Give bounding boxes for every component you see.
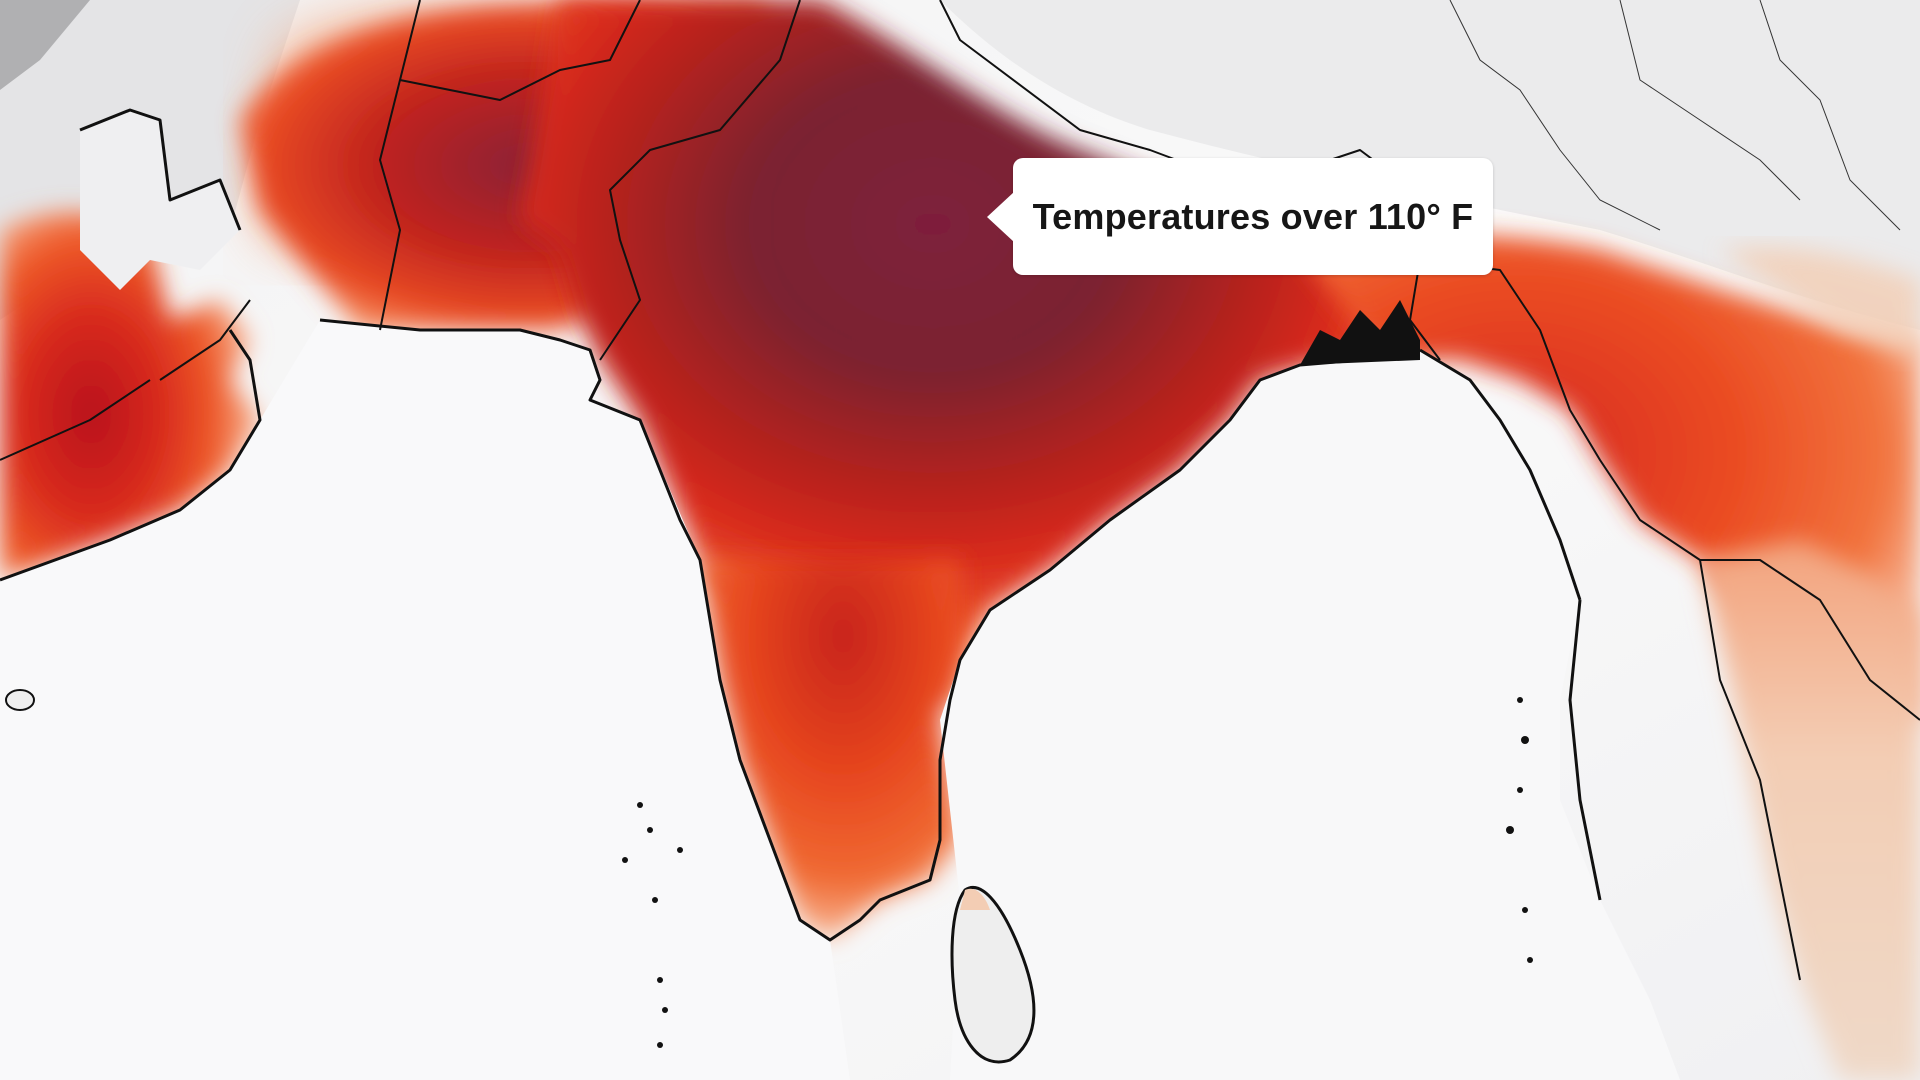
callout-label: Temperatures over 110° F <box>1032 195 1474 237</box>
borders <box>0 0 1920 981</box>
land-north <box>0 0 1920 330</box>
islands <box>622 697 1533 1048</box>
delta <box>1300 300 1420 365</box>
coastlines <box>0 108 1602 942</box>
arabian-sea <box>0 320 850 1080</box>
temperature-callout: Temperatures over 110° F <box>987 158 1493 275</box>
thin-borders <box>1449 0 1901 231</box>
heat-thailand <box>1700 540 1920 1080</box>
bay-of-bengal <box>940 350 1680 1080</box>
socotra-island <box>5 689 35 711</box>
sri-lanka <box>950 886 1036 1064</box>
heat-india <box>520 0 1380 700</box>
heat-south-india <box>700 560 960 940</box>
persian-gulf <box>80 110 240 290</box>
heat-arabia <box>0 211 260 580</box>
